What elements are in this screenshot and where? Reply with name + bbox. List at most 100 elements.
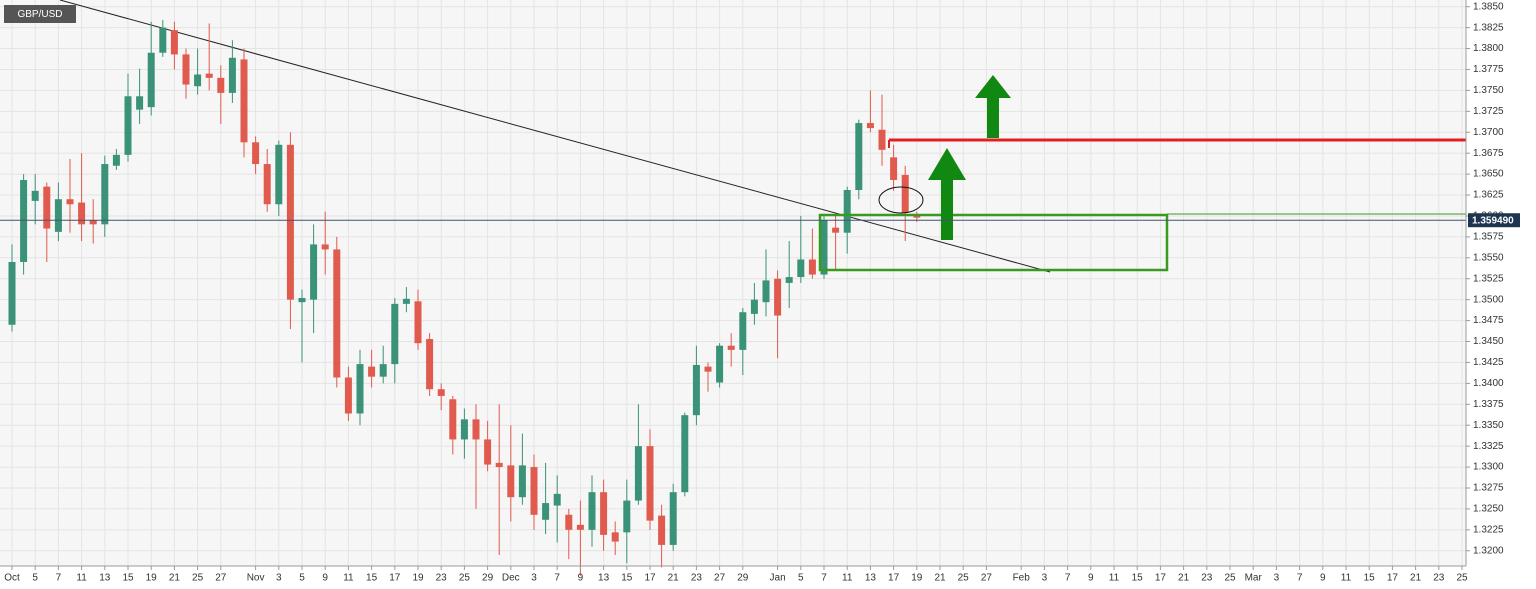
x-tick-label: 19 — [412, 573, 424, 584]
candle-body — [530, 467, 538, 515]
candle-body — [391, 303, 399, 365]
x-tick-label: 3 — [1274, 573, 1280, 584]
y-tick-label: 1.3400 — [1473, 378, 1504, 389]
candle-body — [669, 492, 677, 545]
y-tick-label: 1.3650 — [1473, 169, 1504, 180]
candle-body — [739, 312, 747, 350]
candle-body — [217, 77, 225, 93]
y-tick-label: 1.3275 — [1473, 483, 1504, 494]
x-tick-label: 15 — [1364, 573, 1376, 584]
candles — [8, 20, 921, 576]
y-tick-label: 1.3725 — [1473, 106, 1504, 117]
candle-body — [170, 30, 178, 55]
grid — [0, 0, 1466, 566]
y-tick-label: 1.3775 — [1473, 64, 1504, 75]
candle-body — [727, 345, 735, 350]
x-tick-label: 15 — [122, 573, 134, 584]
y-tick-label: 1.3850 — [1473, 1, 1504, 12]
candle-body — [716, 345, 724, 383]
title-box — [4, 5, 76, 23]
y-tick-label: 1.3350 — [1473, 420, 1504, 431]
y-tick-label: 1.3750 — [1473, 85, 1504, 96]
x-tick-label: 21 — [934, 573, 946, 584]
candle-body — [321, 244, 329, 250]
candle-body — [553, 493, 561, 506]
x-tick-label: 25 — [192, 573, 204, 584]
highlight-ellipse — [878, 186, 924, 214]
candle-body — [588, 492, 596, 530]
axes: 1.3200 1.3225 1.3250 1.3275 1.3300 1.3325 1.33… — [4, 1, 1504, 583]
annotations — [59, 0, 1051, 273]
candle-body — [426, 339, 434, 390]
x-tick-label: 5 — [798, 573, 804, 584]
chart-title: GBP/USD — [17, 9, 62, 20]
candle-body — [414, 301, 422, 344]
candle-body — [89, 220, 97, 225]
x-tick-label: 9 — [1088, 573, 1094, 584]
x-tick-label: 19 — [911, 573, 923, 584]
x-tick-label: 23 — [1201, 573, 1213, 584]
x-tick-label: 17 — [644, 573, 656, 584]
x-tick-label: 23 — [1433, 573, 1445, 584]
x-tick-label: 5 — [299, 573, 305, 584]
x-tick-label: 11 — [842, 573, 853, 584]
y-tick-label: 1.3575 — [1473, 232, 1504, 243]
y-tick-label: 1.3425 — [1473, 357, 1504, 368]
x-tick-label: 15 — [1132, 573, 1144, 584]
x-tick-label: 3 — [276, 573, 282, 584]
candle-body — [66, 199, 74, 205]
candle-body — [750, 299, 758, 314]
last-price-label: 1.359490 — [1472, 215, 1514, 226]
candle-body — [298, 297, 306, 303]
x-tick-label: 11 — [1341, 573, 1352, 584]
x-tick-label: Feb — [1013, 573, 1031, 584]
candle-body — [832, 227, 840, 233]
candle-body — [484, 439, 492, 465]
x-tick-label: 7 — [56, 573, 62, 584]
y-tick-label: 1.3675 — [1473, 148, 1504, 159]
x-tick-label: 25 — [459, 573, 471, 584]
x-tick-label: Jan — [770, 573, 786, 584]
candle-body — [774, 278, 782, 316]
candle-body — [368, 366, 376, 377]
candle-body — [159, 27, 167, 53]
y-tick-label: 1.3375 — [1473, 399, 1504, 410]
candle-body — [460, 419, 468, 440]
candle-body — [866, 123, 874, 129]
candle-body — [542, 503, 550, 520]
x-tick-label: 13 — [99, 573, 111, 584]
y-tick-label: 1.3800 — [1473, 43, 1504, 54]
x-tick-label: 11 — [76, 573, 87, 584]
y-tick-label: 1.3625 — [1473, 190, 1504, 201]
x-tick-label: Oct — [4, 573, 20, 584]
candle-body — [843, 190, 851, 233]
x-tick-label: 13 — [598, 573, 610, 584]
candle-body — [275, 144, 283, 205]
y-tick-label: 1.3325 — [1473, 441, 1504, 452]
x-tick-label: 9 — [322, 573, 328, 584]
x-tick-label: 7 — [554, 573, 560, 584]
y-tick-label: 1.3525 — [1473, 273, 1504, 284]
x-tick-label: 7 — [1297, 573, 1303, 584]
x-tick-label: 7 — [821, 573, 827, 584]
candle-body — [704, 366, 712, 372]
x-tick-label: 25 — [1224, 573, 1236, 584]
x-tick-label: 29 — [482, 573, 494, 584]
x-tick-label: 25 — [1456, 573, 1468, 584]
candle-body — [495, 462, 503, 468]
x-tick-label: 15 — [366, 573, 378, 584]
candle-body — [878, 129, 886, 150]
y-tick-label: 1.3825 — [1473, 22, 1504, 33]
candle-body — [611, 532, 619, 542]
candle-body — [344, 377, 352, 414]
x-tick-label: Mar — [1245, 573, 1263, 584]
y-tick-label: 1.3550 — [1473, 252, 1504, 263]
x-tick-label: 5 — [32, 573, 38, 584]
candle-body — [890, 157, 898, 180]
candle-body — [437, 389, 445, 396]
candle-body — [518, 465, 526, 498]
candle-body — [54, 199, 62, 232]
candle-body — [228, 57, 236, 93]
x-tick-label: 29 — [737, 573, 749, 584]
